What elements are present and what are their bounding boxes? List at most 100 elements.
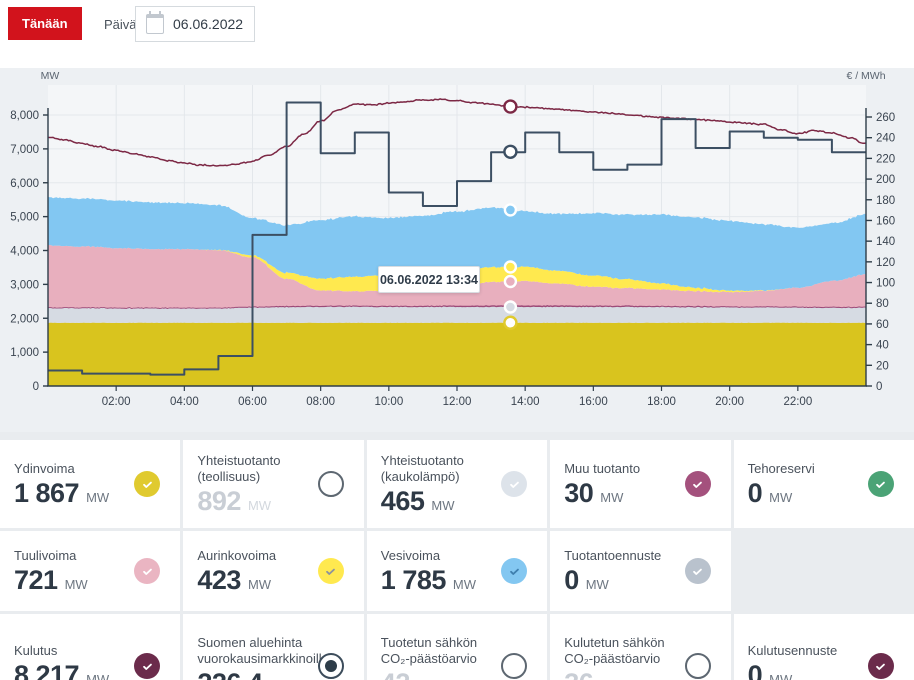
check-icon: [143, 663, 152, 670]
cursor-marker-kulutus: [503, 99, 518, 114]
svg-text:0: 0: [876, 381, 882, 393]
svg-text:€ / MWh: € / MWh: [846, 70, 885, 82]
card-aluehinta[interactable]: Suomen aluehinta vuorokausimarkkinoilla 2…: [183, 614, 364, 680]
card-value: 42: [381, 670, 411, 680]
svg-text:60: 60: [876, 319, 889, 331]
ydinvoima-checkbox-checked[interactable]: [134, 471, 161, 497]
cursor-marker-price: [503, 144, 518, 159]
card-unit: MW: [431, 498, 455, 514]
card-unit: MW: [247, 577, 272, 593]
svg-text:2,000: 2,000: [10, 313, 39, 325]
card-label: Tuotantoennuste: [564, 547, 662, 563]
empty-cell: [734, 531, 914, 611]
card-label: Tehoreservi: [747, 460, 815, 476]
svg-text:1,000: 1,000: [10, 347, 39, 359]
card-value: 465: [380, 486, 425, 517]
card-tehoreservi[interactable]: Tehoreservi 0 MW: [733, 440, 914, 528]
line-kulutus: [47, 98, 867, 167]
check-icon: [143, 568, 152, 575]
card-label: Vesivoima: [380, 547, 441, 563]
card-value: 0: [747, 660, 763, 680]
card-unit: MW: [769, 490, 793, 506]
check-icon: [876, 481, 886, 488]
check-icon: [509, 568, 519, 575]
tuotetun-co2-checkbox-unchecked[interactable]: [501, 653, 528, 679]
card-tuulivoima[interactable]: Tuulivoima 721 MW: [0, 531, 181, 611]
svg-text:120: 120: [876, 257, 895, 269]
cursor-marker-vesivoima: [503, 203, 518, 217]
card-kulutusennuste[interactable]: Kulutusennuste 0 MW: [733, 614, 914, 680]
tuotantoennuste-checkbox-checked[interactable]: [684, 558, 711, 584]
card-unit: MW: [585, 577, 609, 593]
card-tuotantoennuste[interactable]: Tuotantoennuste 0 MW: [550, 531, 731, 611]
check-icon: [876, 663, 886, 670]
svg-text:100: 100: [876, 278, 895, 290]
card-unit: MW: [86, 490, 110, 506]
yhteistuotanto-teollisuus-checkbox-unchecked[interactable]: [317, 471, 344, 497]
svg-text:80: 80: [876, 298, 889, 310]
svg-text:6,000: 6,000: [10, 178, 39, 190]
kulutetun-co2-checkbox-unchecked[interactable]: [684, 653, 711, 679]
check-icon: [693, 481, 702, 488]
tuulivoima-checkbox-checked[interactable]: [134, 558, 161, 584]
card-vesivoima[interactable]: Vesivoima 1 785 MW: [366, 531, 548, 611]
card-yhteistuotanto-kaukolampo[interactable]: Yhteistuotanto (kaukolämpö) 465 MW: [366, 440, 548, 528]
check-icon: [326, 568, 336, 575]
cursor-marker-kaukolampo: [503, 300, 518, 314]
card-unit: MW: [600, 490, 624, 506]
date-label: Päivä:: [104, 17, 141, 32]
metric-cards: Ydinvoima 1 867 MW Yhteistuotanto (teollisu…: [0, 432, 914, 680]
date-picker-field[interactable]: 06.06.2022: [135, 6, 255, 42]
card-label: Kulutetun sähkön CO₂-päästöarvio: [564, 634, 665, 666]
svg-text:200: 200: [876, 174, 895, 186]
tehoreservi-checkbox-checked[interactable]: [867, 471, 894, 497]
aluehinta-radio-selected[interactable]: [317, 653, 344, 679]
card-value: 0: [564, 565, 579, 596]
svg-text:22:00: 22:00: [783, 396, 812, 408]
card-value: 0: [747, 478, 763, 509]
card-label: Tuulivoima: [14, 547, 77, 563]
svg-text:220: 220: [876, 153, 895, 165]
aurinkovoima-checkbox-checked[interactable]: [317, 558, 344, 584]
svg-text:20:00: 20:00: [715, 396, 744, 408]
card-label: Ydinvoima: [14, 460, 75, 476]
svg-text:08:00: 08:00: [306, 396, 335, 408]
card-muu-tuotanto[interactable]: Muu tuotanto 30 MW: [550, 440, 731, 528]
svg-text:40: 40: [876, 340, 889, 352]
card-kulutetun-co2[interactable]: Kulutetun sähkön CO₂-päästöarvio36g/kWh: [550, 614, 731, 680]
check-icon: [693, 568, 702, 575]
card-unit: MW: [64, 577, 88, 593]
today-button[interactable]: Tänään: [8, 7, 82, 40]
card-kulutus[interactable]: Kulutus 8 217 MW: [0, 614, 181, 680]
card-ydinvoima[interactable]: Ydinvoima 1 867 MW: [0, 440, 181, 528]
svg-text:160: 160: [876, 215, 895, 227]
card-unit: MW: [452, 577, 476, 593]
check-icon: [143, 481, 152, 488]
card-label: Kulutusennuste: [747, 642, 838, 658]
vesivoima-checkbox-checked[interactable]: [501, 558, 528, 584]
card-unit: MW: [247, 498, 272, 514]
yhteistuotanto-kaukolampo-checkbox-checked[interactable]: [501, 471, 528, 497]
svg-text:MW: MW: [41, 70, 60, 82]
svg-text:5,000: 5,000: [10, 212, 39, 224]
kulutus-checkbox-checked[interactable]: [134, 653, 161, 679]
area-ydinvoima: [48, 322, 866, 386]
date-value: 06.06.2022: [173, 16, 244, 32]
line-price: [48, 101, 866, 376]
card-yhteistuotanto-teollisuus[interactable]: Yhteistuotanto (teollisuus) 892 MW: [183, 440, 364, 528]
svg-text:18:00: 18:00: [647, 396, 676, 408]
card-aurinkovoima[interactable]: Aurinkovoima 423 MW: [183, 531, 364, 611]
card-label: Aurinkovoima: [197, 547, 277, 563]
chart-panel: 0 1,000 2,000 3,000 4,000 5,000 6,000 7,000 8,00…: [0, 68, 914, 432]
kulutusennuste-checkbox-checked[interactable]: [867, 653, 894, 679]
svg-text:0: 0: [33, 381, 39, 393]
area-vesivoima: [48, 196, 866, 292]
calendar-icon[interactable]: [146, 11, 164, 34]
production-consumption-chart[interactable]: 0 1,000 2,000 3,000 4,000 5,000 6,000 7,000 8,00…: [0, 68, 914, 432]
card-tuotetun-co2[interactable]: Tuotetun sähkön CO₂-päästöarvio42g/kWh: [366, 614, 548, 680]
card-label: Muu tuotanto: [564, 460, 641, 476]
svg-text:10:00: 10:00: [374, 396, 403, 408]
muu-tuotanto-checkbox-checked[interactable]: [684, 471, 711, 497]
svg-text:140: 140: [876, 236, 895, 248]
